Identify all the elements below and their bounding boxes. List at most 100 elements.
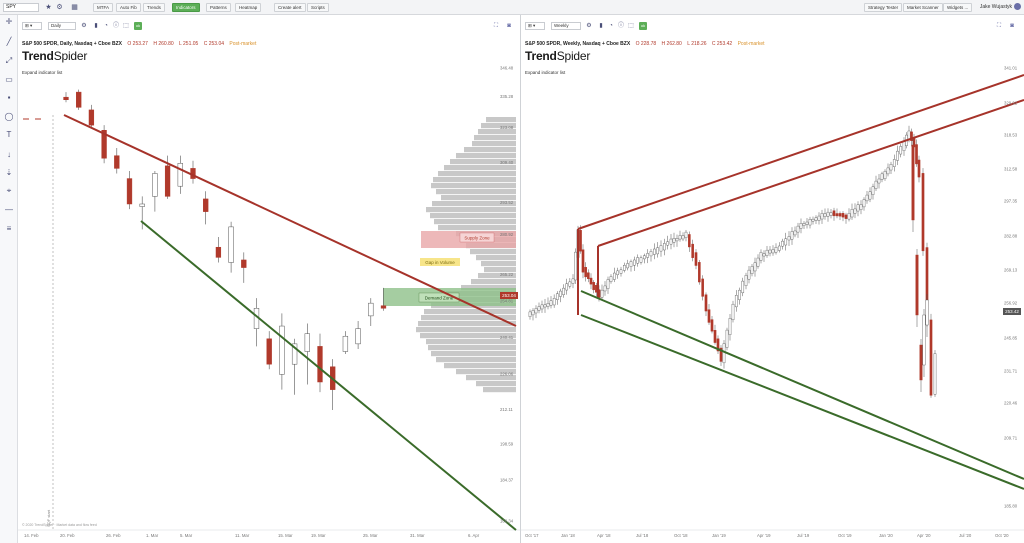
candle[interactable] bbox=[774, 247, 778, 253]
fib-icon[interactable]: ⌖ bbox=[6, 186, 12, 195]
candle[interactable] bbox=[355, 328, 361, 345]
crosshair-icon[interactable]: ✛ bbox=[5, 17, 13, 26]
trends-button[interactable]: Trends bbox=[143, 3, 165, 12]
candle[interactable] bbox=[678, 235, 682, 240]
candle[interactable] bbox=[528, 311, 532, 317]
candle[interactable] bbox=[666, 241, 669, 246]
candle[interactable] bbox=[787, 236, 791, 241]
candle[interactable] bbox=[911, 144, 915, 221]
candle[interactable] bbox=[728, 318, 732, 335]
candle[interactable] bbox=[919, 344, 923, 381]
candle[interactable] bbox=[847, 213, 851, 220]
candle[interactable] bbox=[856, 204, 860, 212]
candle[interactable] bbox=[317, 346, 323, 383]
candle[interactable] bbox=[850, 209, 854, 218]
candle[interactable] bbox=[710, 319, 714, 332]
candle[interactable] bbox=[266, 338, 272, 365]
expand-indicator-list[interactable]: Expand indicator list bbox=[22, 70, 63, 75]
candle[interactable] bbox=[691, 243, 694, 258]
candle[interactable] bbox=[902, 141, 906, 151]
gear-icon[interactable]: ⚙ bbox=[586, 23, 592, 29]
alert-icon[interactable]: ⓘ bbox=[617, 23, 624, 29]
candle[interactable] bbox=[756, 257, 760, 267]
candle[interactable] bbox=[844, 214, 848, 219]
text-icon[interactable]: T bbox=[6, 130, 12, 139]
candle[interactable] bbox=[203, 198, 209, 212]
weekly-chart-pane[interactable]: ⊞ ▾ Weekly ⚙ ▮ ◔ ⓘ ⬚ ok ⛶ ◙ S&P 500 SPDR… bbox=[521, 15, 1024, 543]
candle[interactable] bbox=[546, 303, 550, 307]
candle[interactable] bbox=[592, 281, 595, 291]
compare-icon[interactable]: ◔ bbox=[609, 23, 613, 29]
candle[interactable] bbox=[771, 249, 775, 254]
market-scanner-button[interactable]: Market Scanner bbox=[903, 3, 943, 12]
candle[interactable] bbox=[741, 280, 745, 294]
candle[interactable] bbox=[744, 275, 748, 286]
candle[interactable] bbox=[725, 329, 729, 348]
candle[interactable] bbox=[817, 215, 821, 221]
measure-icon[interactable]: ⇣ bbox=[5, 168, 13, 177]
candle[interactable] bbox=[826, 211, 830, 217]
star-icon[interactable]: ★ bbox=[45, 4, 52, 11]
candle[interactable] bbox=[291, 343, 298, 365]
arrow-down-icon[interactable]: ↓ bbox=[7, 150, 11, 159]
candle[interactable] bbox=[777, 245, 781, 251]
support-trendline[interactable] bbox=[140, 220, 517, 531]
candle[interactable] bbox=[568, 281, 572, 287]
candle[interactable] bbox=[629, 261, 633, 267]
candle[interactable] bbox=[915, 144, 918, 165]
candle[interactable] bbox=[880, 173, 884, 180]
lower-channel-line-2[interactable] bbox=[580, 314, 1024, 490]
candle[interactable] bbox=[636, 257, 639, 264]
candle[interactable] bbox=[877, 178, 881, 184]
candle[interactable] bbox=[796, 225, 800, 233]
candle[interactable] bbox=[832, 210, 836, 217]
candle[interactable] bbox=[910, 131, 913, 141]
candle[interactable] bbox=[531, 310, 535, 316]
candle[interactable] bbox=[921, 173, 925, 252]
candle[interactable] bbox=[543, 304, 547, 308]
candle[interactable] bbox=[865, 194, 869, 202]
candle[interactable] bbox=[823, 213, 827, 217]
weekly-chart[interactable]: 341.01 329.92 318.53 312.58 297.35 282.88 269.… bbox=[521, 15, 1024, 543]
circle-icon[interactable]: ◯ bbox=[4, 112, 14, 121]
candle[interactable] bbox=[649, 251, 653, 257]
candle[interactable] bbox=[63, 96, 69, 100]
candle[interactable] bbox=[738, 289, 741, 300]
candle[interactable] bbox=[768, 249, 772, 254]
candle[interactable] bbox=[342, 335, 349, 352]
candle[interactable] bbox=[380, 305, 387, 309]
candle[interactable] bbox=[623, 265, 626, 271]
candle[interactable] bbox=[814, 217, 818, 221]
symbol-input[interactable]: SPY bbox=[3, 3, 39, 12]
candle[interactable] bbox=[899, 146, 903, 155]
candle[interactable] bbox=[600, 289, 604, 298]
candle[interactable] bbox=[892, 159, 896, 167]
candle[interactable] bbox=[896, 150, 899, 161]
scale-icon[interactable]: ⬚ bbox=[123, 23, 129, 29]
log-toggle-icon[interactable]: ok bbox=[134, 22, 142, 30]
gear-icon[interactable]: ⚙ bbox=[81, 23, 87, 29]
candle[interactable] bbox=[883, 171, 887, 179]
candle[interactable] bbox=[704, 294, 708, 312]
candle[interactable] bbox=[663, 243, 666, 251]
candle[interactable] bbox=[228, 226, 234, 263]
candle[interactable] bbox=[808, 219, 812, 226]
candle[interactable] bbox=[584, 267, 587, 278]
candle[interactable] bbox=[639, 257, 643, 263]
candle[interactable] bbox=[603, 285, 607, 292]
heatmap-button[interactable]: Heatmap bbox=[235, 3, 262, 12]
candle[interactable] bbox=[907, 130, 911, 140]
candle[interactable] bbox=[707, 309, 711, 323]
lower-channel-line[interactable] bbox=[580, 290, 1024, 480]
scripts-button[interactable]: Scripts bbox=[307, 3, 329, 12]
auto-fib-button[interactable]: Auto Fib bbox=[116, 3, 141, 12]
candle[interactable] bbox=[114, 155, 120, 169]
candle[interactable] bbox=[929, 319, 933, 396]
rectangle-icon[interactable]: ▭ bbox=[5, 75, 13, 84]
candle[interactable] bbox=[653, 248, 656, 255]
candle[interactable] bbox=[559, 290, 562, 297]
resistance-trendline[interactable] bbox=[63, 114, 517, 327]
candle[interactable] bbox=[886, 167, 890, 175]
candle[interactable] bbox=[626, 263, 629, 269]
candle[interactable] bbox=[606, 279, 610, 289]
